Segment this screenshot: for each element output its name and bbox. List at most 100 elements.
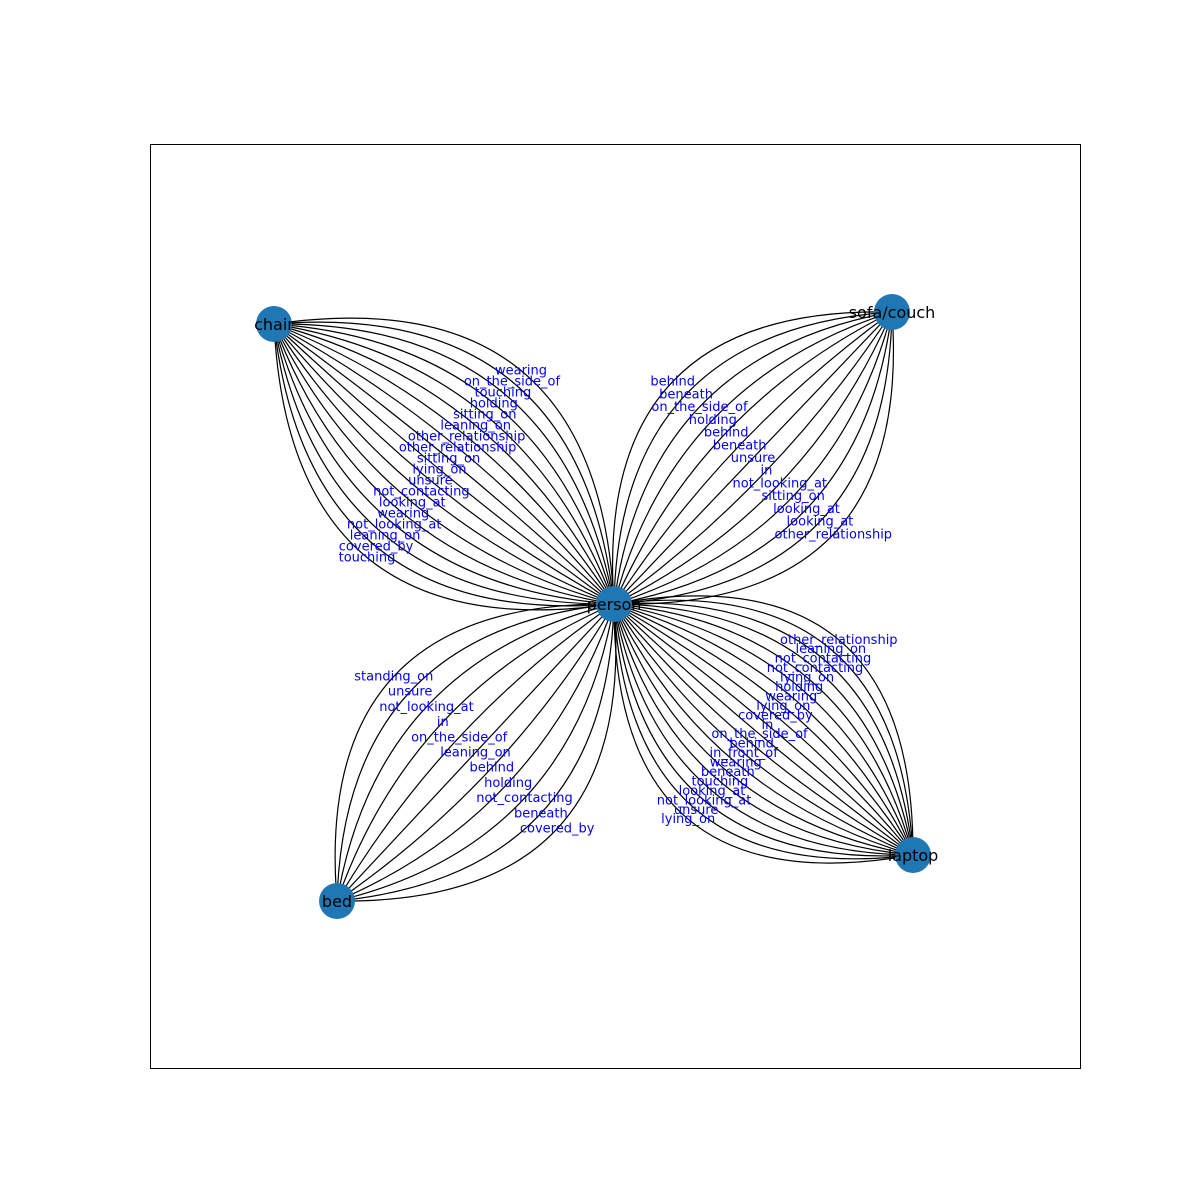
edge-person-laptop <box>613 603 914 856</box>
edge-person-laptop <box>613 603 914 856</box>
edge-label: holding <box>689 413 737 428</box>
edge-person-sofa <box>613 311 893 605</box>
edge-label: covered_by <box>738 708 813 723</box>
edge-person-chair <box>273 323 615 605</box>
edge-label: beneath <box>514 806 568 821</box>
edge-label: leaning_on <box>796 642 867 657</box>
edge-person-bed <box>336 603 615 902</box>
edge-label: on_the_side_of <box>651 400 748 415</box>
edge-label: looking_at <box>679 784 746 799</box>
edge-label: not_contacting <box>775 652 872 667</box>
edge-person-laptop <box>613 595 914 856</box>
edge-labels-layer: touchingcovered_byleaning_onnot_looking_… <box>339 364 898 837</box>
edge-label: touching <box>339 551 396 566</box>
edge-person-sofa <box>613 311 893 605</box>
edge-person-laptop <box>613 603 914 856</box>
edge-label: on_the_side_of <box>711 727 808 742</box>
edge-person-laptop <box>613 602 914 856</box>
node-sofa[interactable]: sofa/couch <box>849 294 936 330</box>
edge-label: not_looking_at <box>347 518 442 533</box>
node-label: bed <box>322 892 352 911</box>
edge-label: holding <box>470 397 518 412</box>
node-circle <box>596 586 632 622</box>
node-label: chair <box>254 315 294 334</box>
edge-person-laptop <box>613 599 914 856</box>
edge-person-chair <box>273 323 615 605</box>
node-circle <box>895 837 931 873</box>
edge-person-bed <box>336 603 615 902</box>
edge-person-chair <box>273 321 615 605</box>
edge-person-bed <box>336 603 615 902</box>
edge-person-chair <box>273 323 615 605</box>
edge-label: not_looking_at <box>379 700 474 715</box>
edge-label: unsure <box>408 474 453 489</box>
edge-person-sofa <box>613 311 893 605</box>
edge-label: other_relationship <box>775 527 893 542</box>
node-label: laptop <box>888 846 939 865</box>
edge-person-chair <box>273 323 615 605</box>
edge-label: wearing <box>765 689 817 704</box>
edge-label: not_looking_at <box>657 793 752 808</box>
edge-label: touching <box>692 774 749 789</box>
edge-person-laptop <box>613 603 914 856</box>
edge-label: behind <box>729 737 774 752</box>
edge-person-chair <box>273 323 615 605</box>
edge-label: holding <box>775 680 823 695</box>
edge-person-sofa <box>613 311 893 605</box>
edge-person-bed <box>334 603 615 902</box>
edge-person-laptop <box>613 603 914 860</box>
edge-person-chair <box>273 323 615 605</box>
edge-label: looking_at <box>773 502 840 517</box>
node-bed[interactable]: bed <box>319 883 355 919</box>
node-circle <box>256 306 292 342</box>
edge-person-laptop <box>613 603 914 856</box>
edge-label: not_contacting <box>476 791 573 806</box>
node-laptop[interactable]: laptop <box>888 837 939 873</box>
edge-person-sofa <box>613 311 893 605</box>
node-chair[interactable]: chair <box>254 306 294 342</box>
edge-person-chair <box>273 323 615 605</box>
edge-label: wearing <box>377 507 429 522</box>
edge-person-laptop <box>613 603 914 856</box>
edge-person-bed <box>336 603 615 902</box>
edge-person-laptop <box>613 603 914 856</box>
edge-person-bed <box>336 603 615 902</box>
edge-label: in_front_of <box>710 746 779 761</box>
edge-person-sofa <box>612 311 893 605</box>
edge-label: beneath <box>659 387 713 402</box>
edge-person-chair <box>273 323 615 605</box>
edge-label: sitting_on <box>453 408 516 423</box>
edge-person-laptop <box>613 603 914 864</box>
edge-label: lying_on <box>661 812 715 827</box>
edge-label: leaning_on <box>350 529 421 544</box>
edge-label: covered_by <box>339 540 414 555</box>
edge-label: in <box>437 715 449 730</box>
edge-person-chair <box>273 323 615 605</box>
edge-label: sitting_on <box>761 489 824 504</box>
edge-label: looking_at <box>787 515 854 530</box>
edge-person-bed <box>336 603 617 902</box>
edge-person-sofa <box>613 311 893 605</box>
edge-person-bed <box>336 603 615 902</box>
edge-label: not_looking_at <box>733 476 828 491</box>
edge-person-chair <box>273 323 615 605</box>
edge-label: looking_at <box>379 496 446 511</box>
edge-person-laptop <box>613 603 914 856</box>
edge-person-sofa <box>613 311 894 605</box>
edge-person-sofa <box>613 311 893 605</box>
edge-label: behind <box>704 426 749 441</box>
edge-label: in <box>762 718 774 733</box>
edge-label: unsure <box>674 803 719 818</box>
edge-person-bed <box>336 603 615 902</box>
edge-label: in <box>760 464 772 479</box>
edge-person-chair <box>273 323 615 605</box>
edge-person-sofa <box>613 311 893 605</box>
node-label: person <box>587 595 642 614</box>
edge-person-chair <box>273 323 615 605</box>
edge-label: other_relationship <box>780 633 898 648</box>
edge-label: holding <box>484 776 532 791</box>
edge-label: other_relationship <box>399 441 517 456</box>
edge-person-sofa <box>613 311 893 605</box>
node-person[interactable]: person <box>587 586 642 622</box>
edge-person-sofa <box>613 311 893 605</box>
